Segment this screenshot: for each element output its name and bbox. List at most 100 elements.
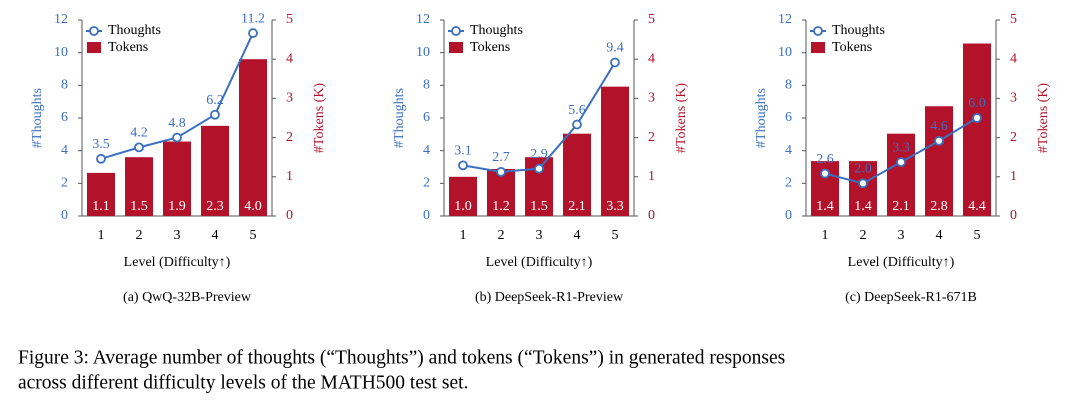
point-value-label: 4.6 [930, 119, 948, 134]
y2-tick-label: 4 [286, 51, 293, 66]
legend-marker [89, 26, 99, 36]
bar [87, 172, 115, 216]
bar-value-label: 1.4 [816, 199, 834, 214]
y-tick-label: 4 [423, 143, 430, 158]
y2-tick-label: 5 [286, 12, 293, 27]
bar-value-label: 1.9 [168, 199, 186, 214]
x-axis-label: Level (Difficulty↑) [124, 255, 231, 270]
y2-tick-label: 0 [286, 208, 293, 223]
y2-tick-label: 4 [648, 51, 655, 66]
y2-tick-label: 3 [1010, 91, 1017, 106]
bar [125, 157, 153, 216]
bar-value-label: 1.0 [454, 199, 472, 214]
x-tick-label: 1 [822, 228, 829, 243]
legend-marker [451, 26, 461, 36]
point-value-label: 4.8 [168, 116, 186, 131]
point-value-label: 2.0 [854, 162, 872, 177]
y2-tick-label: 1 [648, 169, 655, 184]
point-value-label: 5.6 [568, 103, 586, 118]
bar-value-label: 1.4 [854, 199, 872, 214]
point-value-label: 3.3 [892, 140, 910, 155]
y-tick-label: 10 [778, 45, 792, 60]
point [134, 142, 144, 153]
point [572, 119, 582, 130]
x-tick-label: 1 [460, 228, 467, 243]
bar [963, 43, 991, 216]
legend-label: Thoughts [470, 23, 523, 38]
bar [239, 59, 267, 217]
y-tick-label: 4 [785, 143, 792, 158]
y-axis-label: #Thoughts [30, 88, 45, 148]
point [458, 160, 468, 171]
point-value-label: 11.2 [241, 11, 265, 26]
legend-marker [87, 42, 101, 53]
point-value-label: 2.9 [530, 147, 548, 162]
y-tick-label: 4 [61, 143, 68, 158]
bar [163, 141, 191, 216]
y-tick-label: 8 [61, 78, 68, 93]
point [172, 132, 182, 143]
subtitle: (b) DeepSeek-R1-Preview [475, 290, 624, 305]
bar [925, 106, 953, 216]
y2-axis-label: #Tokens (K) [1036, 83, 1051, 154]
x-tick-label: 2 [136, 228, 143, 243]
point-value-label: 6.2 [206, 93, 224, 108]
y2-tick-label: 3 [648, 91, 655, 106]
y2-tick-label: 1 [1010, 169, 1017, 184]
y2-tick-label: 1 [286, 169, 293, 184]
bar-value-label: 1.5 [530, 199, 548, 214]
legend-label: Thoughts [108, 23, 161, 38]
point-value-label: 9.4 [606, 41, 624, 56]
bar-value-label: 2.1 [568, 199, 586, 214]
caption-line: Figure 3: Average number of thoughts (“T… [18, 347, 785, 368]
y2-tick-label: 4 [1010, 51, 1017, 66]
x-tick-label: 2 [860, 228, 867, 243]
point-value-label: 6.0 [968, 96, 986, 111]
y-tick-label: 12 [778, 12, 792, 27]
y-tick-label: 6 [423, 110, 430, 125]
subtitle: (a) QwQ-32B-Preview [123, 290, 252, 305]
y2-tick-label: 5 [648, 12, 655, 27]
point [610, 57, 620, 68]
bar [563, 133, 591, 216]
y-tick-label: 8 [423, 78, 430, 93]
legend-marker [449, 42, 463, 53]
y-tick-label: 2 [423, 176, 430, 191]
bar-value-label: 4.4 [968, 199, 986, 214]
point-value-label: 2.6 [816, 152, 834, 167]
point [496, 166, 506, 177]
y2-tick-label: 0 [1010, 208, 1017, 223]
bar [849, 161, 877, 216]
x-tick-label: 3 [898, 228, 905, 243]
y-tick-label: 8 [785, 78, 792, 93]
x-tick-label: 3 [536, 228, 543, 243]
caption-line: across different difficulty levels of th… [18, 372, 468, 393]
bar-value-label: 4.0 [244, 199, 262, 214]
y2-axis-label: #Tokens (K) [312, 83, 327, 154]
y-tick-label: 2 [785, 176, 792, 191]
point-value-label: 4.2 [130, 126, 148, 141]
bar [449, 176, 477, 216]
point [972, 113, 982, 123]
y2-tick-label: 3 [286, 91, 293, 106]
y-tick-label: 6 [61, 110, 68, 125]
y-tick-label: 2 [61, 176, 68, 191]
point [534, 163, 544, 174]
bar-value-label: 1.2 [492, 199, 510, 214]
point-value-label: 3.1 [454, 144, 472, 159]
bar-value-label: 1.1 [92, 199, 110, 214]
x-tick-label: 5 [974, 228, 981, 243]
x-tick-label: 5 [250, 228, 257, 243]
y-tick-label: 0 [785, 208, 792, 223]
y2-axis-label: #Tokens (K) [674, 83, 689, 154]
point [96, 153, 106, 164]
y-tick-label: 0 [61, 208, 68, 223]
legend-marker [813, 26, 823, 36]
legend-label: Tokens [108, 40, 148, 55]
x-axis-label: Level (Difficulty↑) [486, 255, 593, 270]
x-tick-label: 4 [574, 228, 581, 243]
point [934, 135, 944, 146]
bar-value-label: 2.8 [930, 199, 948, 214]
